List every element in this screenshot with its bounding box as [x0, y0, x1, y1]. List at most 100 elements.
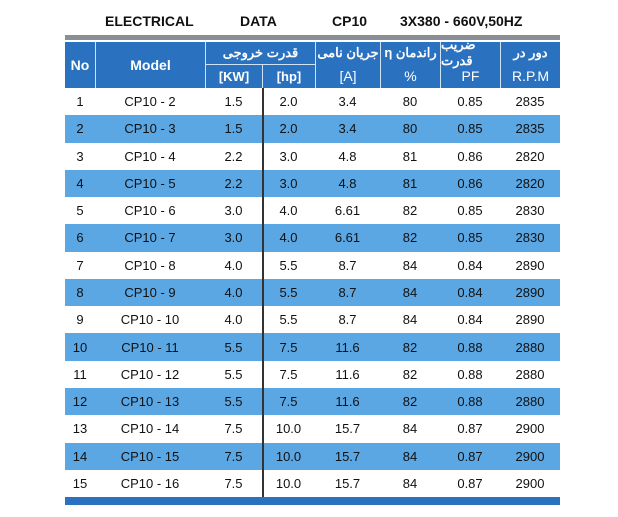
- column-header: η راندمان: [380, 42, 440, 64]
- table-cell: 3.0: [279, 148, 298, 164]
- table-cell: 81: [402, 148, 418, 164]
- table-cell: 2890: [515, 257, 545, 273]
- table-cell: 12: [72, 394, 88, 410]
- column-unit: PF: [440, 64, 500, 88]
- table-cell: 7.5: [279, 366, 298, 382]
- table-cell: 80: [402, 94, 418, 110]
- table-cell: 0.84: [457, 257, 483, 273]
- table-cell: 1.5: [224, 121, 243, 137]
- table-cell: 2835: [515, 94, 545, 110]
- column-header: ضریب قدرت: [440, 37, 500, 68]
- table-cell: 4.0: [224, 285, 243, 300]
- row-bg: [65, 415, 560, 443]
- column-unit: [A]: [315, 64, 380, 88]
- table-cell: 11.6: [335, 339, 360, 355]
- table-cell: 7.5: [224, 421, 243, 437]
- table-cell: 2900: [515, 475, 545, 491]
- table-cell: CP10 - 11: [121, 339, 179, 355]
- table-cell: 84: [402, 448, 418, 464]
- table-cell: 0.87: [457, 448, 483, 464]
- table-cell: CP10 - 6: [124, 203, 176, 219]
- divider: [262, 88, 264, 498]
- row-bg: [65, 224, 560, 252]
- table-cell: 3.4: [338, 121, 357, 137]
- table-cell: CP10 - 16: [120, 475, 180, 491]
- table-cell: 2880: [515, 394, 545, 410]
- table-cell: 11.6: [335, 366, 360, 382]
- table-cell: 4.8: [338, 175, 357, 191]
- row-bg: [65, 469, 560, 498]
- table-cell: CP10 - 2: [124, 94, 176, 110]
- table-cell: CP10 - 5: [124, 175, 176, 191]
- table-cell: 0.85: [457, 94, 483, 110]
- table-cell: 4.8: [338, 148, 357, 164]
- column-unit: [KW]: [205, 64, 262, 88]
- table-cell: 2.2: [224, 148, 243, 164]
- table-cell: 5.5: [279, 312, 298, 328]
- row-bg: [65, 142, 560, 170]
- table-cell: 3.0: [224, 203, 243, 219]
- table-cell: 13: [72, 421, 88, 437]
- row-bg: [65, 360, 560, 388]
- row-bg: [65, 115, 560, 143]
- table-cell: 7.5: [279, 339, 298, 355]
- table-cell: 0.86: [457, 148, 483, 164]
- table-cell: 7.5: [224, 448, 243, 464]
- table-cell: 3.4: [338, 94, 357, 110]
- row-bg: [65, 306, 560, 334]
- row-bg: [65, 442, 560, 470]
- table-cell: 5.5: [279, 257, 298, 273]
- table-cell: 3.0: [224, 230, 243, 246]
- table-cell: 2.0: [279, 121, 298, 137]
- table-cell: 8.7: [338, 312, 357, 328]
- table-cell: 0.85: [457, 203, 483, 219]
- row-bg: [65, 387, 560, 416]
- table-cell: 2: [76, 121, 84, 137]
- row-bg: [65, 251, 560, 279]
- table-cell: 84: [402, 285, 418, 300]
- table-cell: CP10 - 4: [124, 148, 176, 164]
- table-cell: 2.2: [224, 175, 243, 191]
- table-cell: 2830: [515, 203, 545, 219]
- title-item: 3X380 - 660V,50HZ: [400, 13, 523, 29]
- table-cell: CP10 - 9: [124, 285, 176, 300]
- table-cell: CP10 - 7: [124, 230, 176, 246]
- table-cell: 15: [72, 475, 88, 491]
- table-cell: 2890: [515, 312, 545, 328]
- table-cell: 80: [402, 121, 418, 137]
- table-cell: 0.87: [457, 475, 483, 491]
- table-cell: 81: [402, 175, 418, 191]
- table-cell: 8: [76, 285, 84, 300]
- table-cell: 0.86: [457, 175, 483, 191]
- column-header: دور در: [500, 42, 560, 64]
- table-cell: 1.5: [224, 94, 243, 110]
- table-cell: 0.88: [457, 339, 483, 355]
- row-bg: [65, 88, 560, 116]
- column-unit: %: [380, 64, 440, 88]
- table-cell: 0.88: [457, 394, 483, 410]
- column-header: No: [70, 57, 90, 73]
- top-bar: [65, 35, 560, 40]
- table-cell: 2820: [515, 175, 545, 191]
- table-cell: 15.7: [334, 448, 361, 464]
- title-item: ELECTRICAL: [105, 13, 194, 29]
- table-cell: 7.5: [224, 475, 243, 491]
- header-band: [65, 42, 560, 88]
- table-cell: 11: [73, 366, 87, 382]
- table-cell: 5: [76, 203, 84, 219]
- row-bg: [65, 333, 560, 361]
- table-cell: 4.0: [224, 257, 243, 273]
- bottom-bar: [65, 497, 560, 505]
- table-cell: 5.5: [224, 339, 243, 355]
- table-cell: 3: [76, 148, 84, 164]
- table-cell: CP10 - 14: [120, 421, 180, 437]
- table-cell: 14: [72, 448, 88, 464]
- table-cell: CP10 - 15: [120, 448, 180, 464]
- table-cell: 15.7: [334, 475, 361, 491]
- table-cell: 10: [72, 339, 88, 355]
- table-cell: 82: [402, 366, 418, 382]
- table-cell: 82: [402, 230, 418, 246]
- table-cell: 82: [402, 339, 418, 355]
- column-header: جریان نامی: [315, 42, 380, 64]
